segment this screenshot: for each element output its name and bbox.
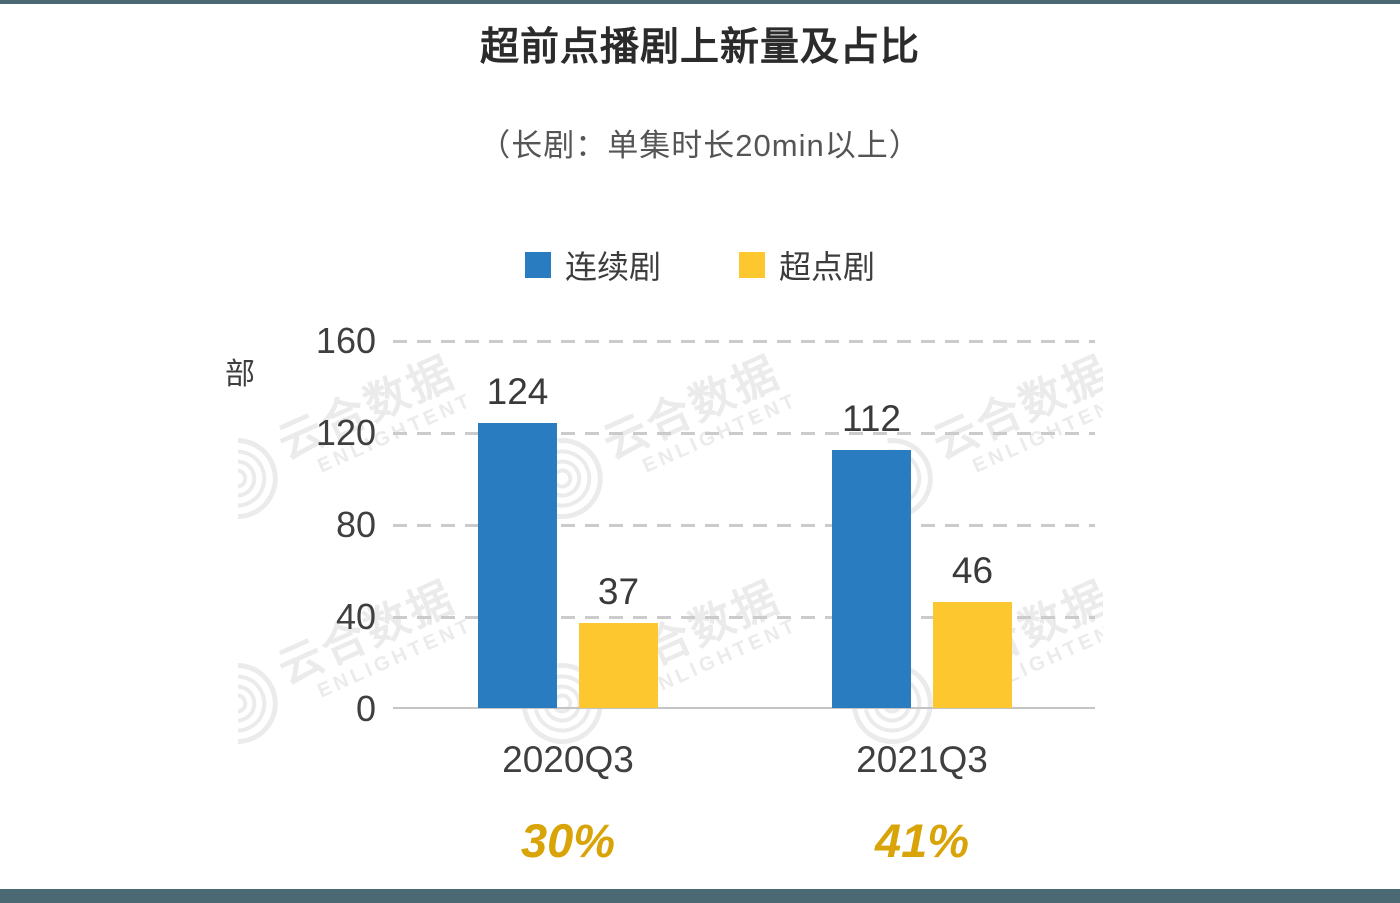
y-tick-120: 120 xyxy=(315,412,376,453)
y-tick-40: 40 xyxy=(335,596,376,637)
plot-area: 云合数据 ENLIGHTENT 云合数据 ENLIGHTENT xyxy=(225,321,1103,868)
legend-label-continuous: 连续剧 xyxy=(564,249,661,285)
legend-item-continuous: 连续剧 xyxy=(524,242,661,288)
x-label-2020q3: 2020Q3 xyxy=(502,739,634,780)
bar-value-label: 124 xyxy=(486,371,549,412)
bar-value-label: 112 xyxy=(842,398,901,439)
legend-item-advance: 超点剧 xyxy=(739,242,875,288)
bar-continuous-2020q3: 124 xyxy=(478,371,557,708)
chart-subtitle: （长剧：单集时长20min以上） xyxy=(479,128,921,163)
legend: 连续剧 超点剧 xyxy=(0,242,1400,288)
bar-value-label: 37 xyxy=(597,571,640,612)
legend-swatch-advance-icon xyxy=(739,252,765,278)
gridline-120 xyxy=(393,432,1095,435)
y-axis-unit-label: 部 xyxy=(225,358,255,391)
gridline-80 xyxy=(393,524,1095,527)
gridline-160 xyxy=(393,340,1095,343)
x-label-2021q3: 2021Q3 xyxy=(856,739,988,780)
legend-label-advance: 超点剧 xyxy=(779,249,876,285)
watermark-text: 云合数据 ENLIGHTENT xyxy=(925,347,1103,489)
bar-value-label: 46 xyxy=(951,550,994,591)
bar-continuous-2021q3: 112 xyxy=(832,398,911,708)
legend-swatch-continuous-icon xyxy=(524,252,551,278)
y-tick-80: 80 xyxy=(335,504,376,545)
x-axis-line xyxy=(393,707,1095,709)
top-accent-rule xyxy=(0,0,1400,4)
bar-advance-2021q3: 46 xyxy=(933,550,1012,708)
chart-title: 超前点播剧上新量及占比 xyxy=(479,26,920,69)
y-tick-160: 160 xyxy=(315,320,376,361)
watermark-cn: 云合数据 xyxy=(595,347,788,469)
y-tick-0: 0 xyxy=(355,688,376,729)
bottom-accent-rule xyxy=(0,889,1400,903)
percent-label-2021q3: 41% xyxy=(874,814,970,867)
gridline-40 xyxy=(393,616,1095,619)
percent-label-2020q3: 30% xyxy=(520,814,616,867)
watermark-text: 云合数据 ENLIGHTENT xyxy=(595,347,802,489)
bar-advance-2020q3: 37 xyxy=(579,571,658,708)
watermark-en: ENLIGHTENT xyxy=(639,613,802,702)
watermark-cn: 云合数据 xyxy=(925,347,1103,469)
